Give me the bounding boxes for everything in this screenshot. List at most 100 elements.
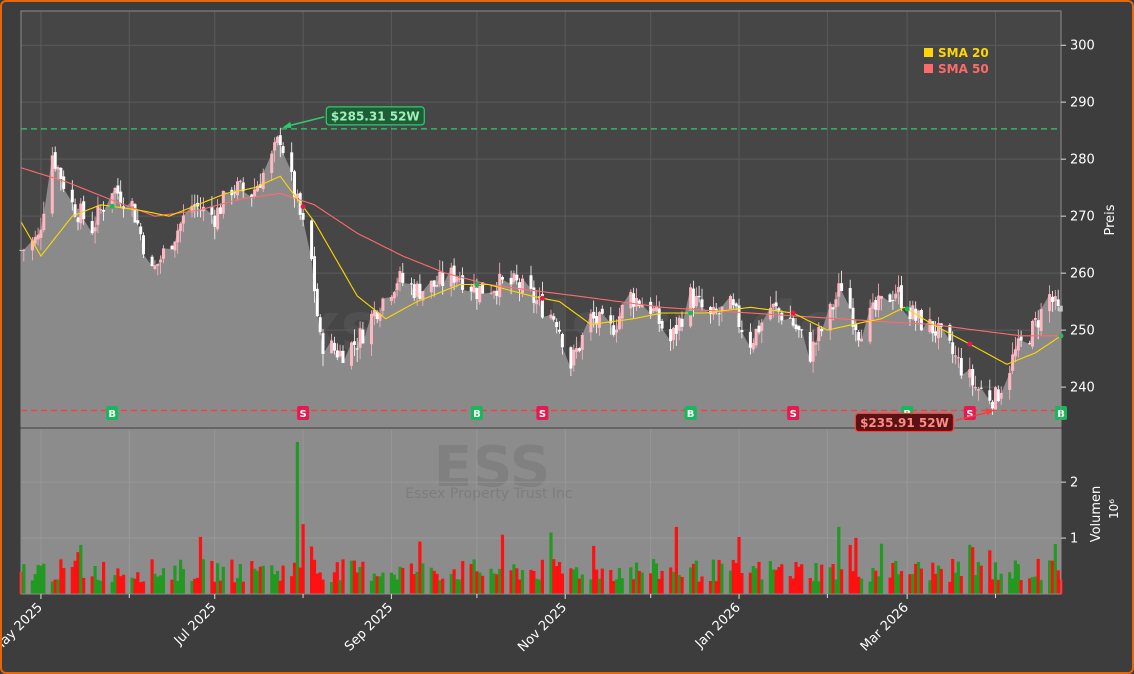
candle-body — [136, 220, 140, 224]
date-tick-label: May 2025 — [2, 600, 46, 656]
volume-bar — [335, 562, 339, 594]
volume-bar — [190, 581, 194, 594]
volume-bar — [993, 562, 998, 594]
volume-bar — [854, 537, 858, 594]
candle-body — [261, 172, 265, 190]
volume-bar — [939, 568, 943, 594]
volume-bar — [959, 576, 963, 594]
candle-body — [438, 271, 442, 285]
candle-body — [478, 285, 482, 303]
volume-bar — [421, 563, 425, 594]
volume-bar — [708, 581, 713, 594]
volume-bar — [472, 559, 476, 594]
candle-body — [968, 369, 972, 378]
volume-bar — [740, 573, 744, 594]
candle-body — [774, 302, 778, 307]
candle-body — [729, 296, 732, 309]
candle-body — [472, 284, 476, 293]
volume-bar — [951, 559, 955, 594]
volume-bar — [378, 576, 382, 594]
candle-body — [848, 288, 852, 309]
candle-body — [800, 329, 804, 331]
volume-bar — [292, 562, 297, 594]
volume-bar — [894, 560, 898, 594]
volume-bar — [837, 526, 841, 594]
candle-body — [1008, 373, 1012, 390]
volume-bar — [1050, 560, 1055, 594]
candle-body — [301, 213, 305, 220]
volume-bar — [253, 568, 257, 594]
volume-bar — [201, 559, 205, 594]
candle-body — [828, 303, 832, 331]
candle-body — [449, 267, 453, 287]
candle-body — [814, 343, 818, 345]
candle-body — [535, 300, 539, 305]
candle-body — [492, 291, 496, 293]
candle-body — [860, 338, 863, 342]
volume-bar — [689, 567, 693, 594]
volume-bar — [632, 579, 636, 594]
candle-body — [62, 176, 66, 190]
volume-bar — [908, 574, 912, 594]
volume-bar — [580, 574, 584, 594]
candle-body — [737, 305, 741, 327]
candle-body — [458, 278, 462, 280]
volume-bar — [760, 579, 764, 594]
volume-bar — [36, 564, 40, 594]
volume-bar — [56, 579, 60, 594]
candle-body — [558, 329, 561, 332]
candle-body — [270, 153, 274, 173]
candle-body — [609, 315, 613, 324]
candle-body — [99, 209, 103, 211]
candle-body — [518, 282, 522, 290]
candle-body — [310, 220, 314, 260]
volume-bar — [79, 544, 83, 594]
volume-bar — [90, 576, 94, 594]
volume-bar — [954, 572, 958, 594]
candle-body — [840, 283, 844, 291]
candle-body — [851, 307, 855, 327]
candle-body — [555, 321, 559, 328]
candle-body — [834, 299, 838, 308]
date-tick-label: Jul 2025 — [171, 600, 220, 649]
candle-body — [375, 311, 379, 319]
volume-bar — [332, 572, 336, 594]
candle-body — [119, 191, 123, 204]
volume-bar — [352, 560, 356, 594]
candle-body — [321, 333, 325, 354]
candle-body — [275, 136, 279, 143]
candle-body — [697, 295, 701, 298]
candle-body — [298, 193, 302, 215]
candle-body — [857, 331, 861, 341]
volume-bar — [415, 571, 419, 594]
candle-body — [734, 303, 738, 307]
candle-body — [874, 300, 878, 310]
candle-body — [221, 190, 225, 214]
volume-bar — [840, 569, 844, 594]
candle-body — [170, 245, 174, 250]
candle-body — [70, 189, 74, 203]
candle-body — [159, 259, 163, 263]
candle-body — [717, 313, 721, 315]
candle-body — [934, 331, 938, 336]
candle-body — [455, 276, 459, 282]
volume-bar — [30, 580, 34, 594]
candle-body — [392, 292, 396, 299]
candle-body — [461, 275, 465, 290]
candle-body — [640, 304, 644, 308]
volume-bar — [860, 578, 864, 594]
volume-bar — [868, 581, 872, 594]
volume-bar — [515, 568, 519, 594]
candle-body — [139, 226, 143, 235]
candle-body — [928, 319, 932, 332]
candle-body — [612, 325, 616, 335]
price-tick-label: 280 — [1070, 153, 1095, 168]
volume-bar — [777, 567, 781, 594]
candle-body — [572, 349, 576, 366]
volume-bar — [857, 576, 861, 594]
volume-bar — [381, 572, 385, 594]
volume-bar — [714, 581, 718, 594]
volume-bar — [737, 537, 741, 594]
candle-body — [36, 234, 40, 240]
